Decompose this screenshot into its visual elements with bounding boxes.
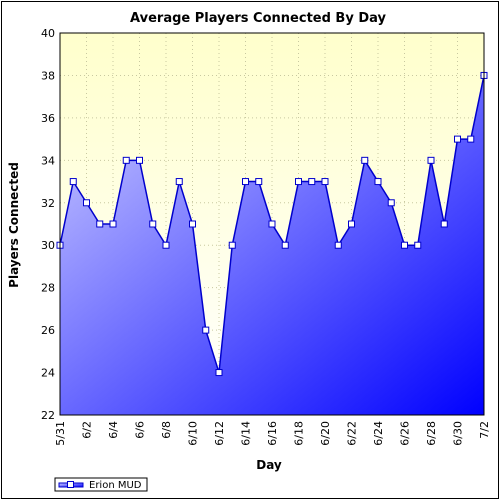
data-point-marker bbox=[255, 178, 263, 186]
data-point-marker bbox=[96, 220, 104, 228]
legend-marker bbox=[67, 481, 74, 488]
x-tick-label: 6/18 bbox=[293, 421, 306, 446]
y-tick-label: 36 bbox=[41, 112, 55, 125]
x-tick-label: 6/20 bbox=[319, 421, 332, 446]
data-point-marker bbox=[109, 220, 117, 228]
data-point-marker bbox=[122, 156, 130, 164]
y-tick-label: 34 bbox=[41, 154, 55, 167]
x-tick-label: 6/14 bbox=[240, 421, 253, 446]
data-point-marker bbox=[427, 156, 435, 164]
y-tick-label: 22 bbox=[41, 409, 55, 422]
chart-marks bbox=[56, 71, 488, 415]
data-point-marker bbox=[268, 220, 276, 228]
y-tick-label: 30 bbox=[41, 239, 55, 252]
data-point-marker bbox=[162, 241, 170, 249]
data-point-marker bbox=[189, 220, 196, 228]
data-point-marker bbox=[281, 241, 289, 249]
data-point-marker bbox=[321, 178, 329, 186]
y-tick-label: 26 bbox=[41, 324, 55, 337]
legend-label: Erion MUD bbox=[89, 480, 142, 491]
data-point-marker bbox=[215, 369, 223, 377]
x-tick-label: 6/4 bbox=[107, 421, 120, 439]
y-tick-label: 38 bbox=[41, 69, 55, 82]
data-point-marker bbox=[440, 220, 448, 228]
x-tick-label: 6/12 bbox=[213, 421, 226, 446]
data-point-marker bbox=[374, 178, 382, 186]
data-point-marker bbox=[295, 178, 302, 186]
data-point-marker bbox=[467, 135, 475, 143]
x-tick-label: 6/30 bbox=[452, 421, 465, 446]
data-point-marker bbox=[348, 220, 355, 228]
data-point-marker bbox=[83, 199, 90, 207]
data-point-marker bbox=[242, 178, 249, 186]
chart-title: Average Players Connected By Day bbox=[130, 11, 386, 26]
data-point-marker bbox=[334, 241, 342, 249]
x-tick-label: 5/31 bbox=[54, 421, 67, 446]
y-tick-label: 40 bbox=[41, 27, 55, 40]
series-area bbox=[60, 75, 484, 415]
data-point-marker bbox=[361, 156, 369, 164]
data-point-marker bbox=[228, 241, 236, 249]
data-point-marker bbox=[175, 178, 183, 186]
data-point-marker bbox=[454, 135, 461, 143]
data-point-marker bbox=[149, 220, 157, 228]
x-tick-label: 6/28 bbox=[425, 421, 438, 446]
y-tick-label: 28 bbox=[41, 282, 55, 295]
x-tick-label: 6/2 bbox=[81, 421, 94, 439]
x-tick-label: 6/16 bbox=[266, 421, 279, 446]
plot-border bbox=[59, 32, 485, 416]
data-point-marker bbox=[136, 156, 143, 164]
axes: 22 24 26 28 30 32 34 36 38 40 5/31 6/2 6/4 6/6 6/8 6/10… bbox=[41, 27, 491, 446]
x-tick-label: 6/10 bbox=[187, 421, 200, 446]
data-point-marker bbox=[401, 241, 408, 249]
data-point-marker bbox=[387, 199, 395, 207]
x-tick-label: 6/24 bbox=[372, 421, 385, 446]
y-tick-label: 32 bbox=[41, 197, 55, 210]
y-tick-label: 24 bbox=[41, 367, 55, 380]
y-axis-title: Players Connected bbox=[7, 162, 21, 288]
x-tick-label: 6/22 bbox=[346, 421, 359, 446]
data-point-marker bbox=[69, 178, 77, 186]
data-point-marker bbox=[308, 178, 316, 186]
legend: Erion MUD bbox=[54, 477, 148, 492]
data-point-marker bbox=[414, 241, 422, 249]
x-tick-label: 6/8 bbox=[160, 421, 173, 439]
x-tick-label: 6/6 bbox=[134, 421, 147, 439]
x-tick-label: 7/2 bbox=[478, 421, 491, 439]
x-tick-label: 6/26 bbox=[399, 421, 412, 446]
x-axis-title: Day bbox=[256, 458, 282, 472]
data-point-marker bbox=[202, 326, 210, 334]
legend-box bbox=[54, 477, 148, 492]
